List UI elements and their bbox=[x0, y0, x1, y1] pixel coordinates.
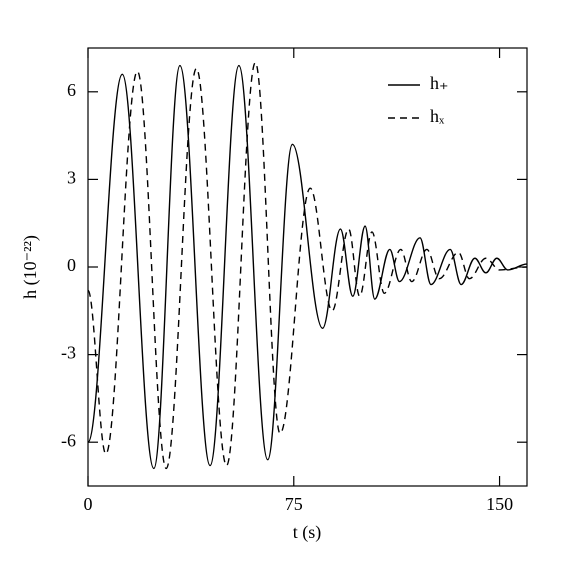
legend-label: hₓ bbox=[430, 106, 445, 126]
x-tick-label: 0 bbox=[84, 494, 93, 514]
y-axis-label: h (10⁻²²) bbox=[20, 235, 41, 299]
series-line bbox=[87, 61, 528, 470]
legend-label: h₊ bbox=[430, 73, 449, 93]
plot-frame bbox=[87, 47, 528, 487]
y-tick-label: 6 bbox=[67, 80, 76, 100]
x-axis-label: t (s) bbox=[293, 522, 322, 543]
y-tick-label: 0 bbox=[67, 255, 76, 275]
y-tick-label: -3 bbox=[61, 343, 76, 363]
x-tick-label: 75 bbox=[285, 494, 303, 514]
y-tick-label: 3 bbox=[67, 168, 76, 188]
series-line bbox=[87, 64, 528, 470]
x-tick-label: 150 bbox=[486, 494, 513, 514]
y-tick-label: -6 bbox=[61, 430, 76, 450]
